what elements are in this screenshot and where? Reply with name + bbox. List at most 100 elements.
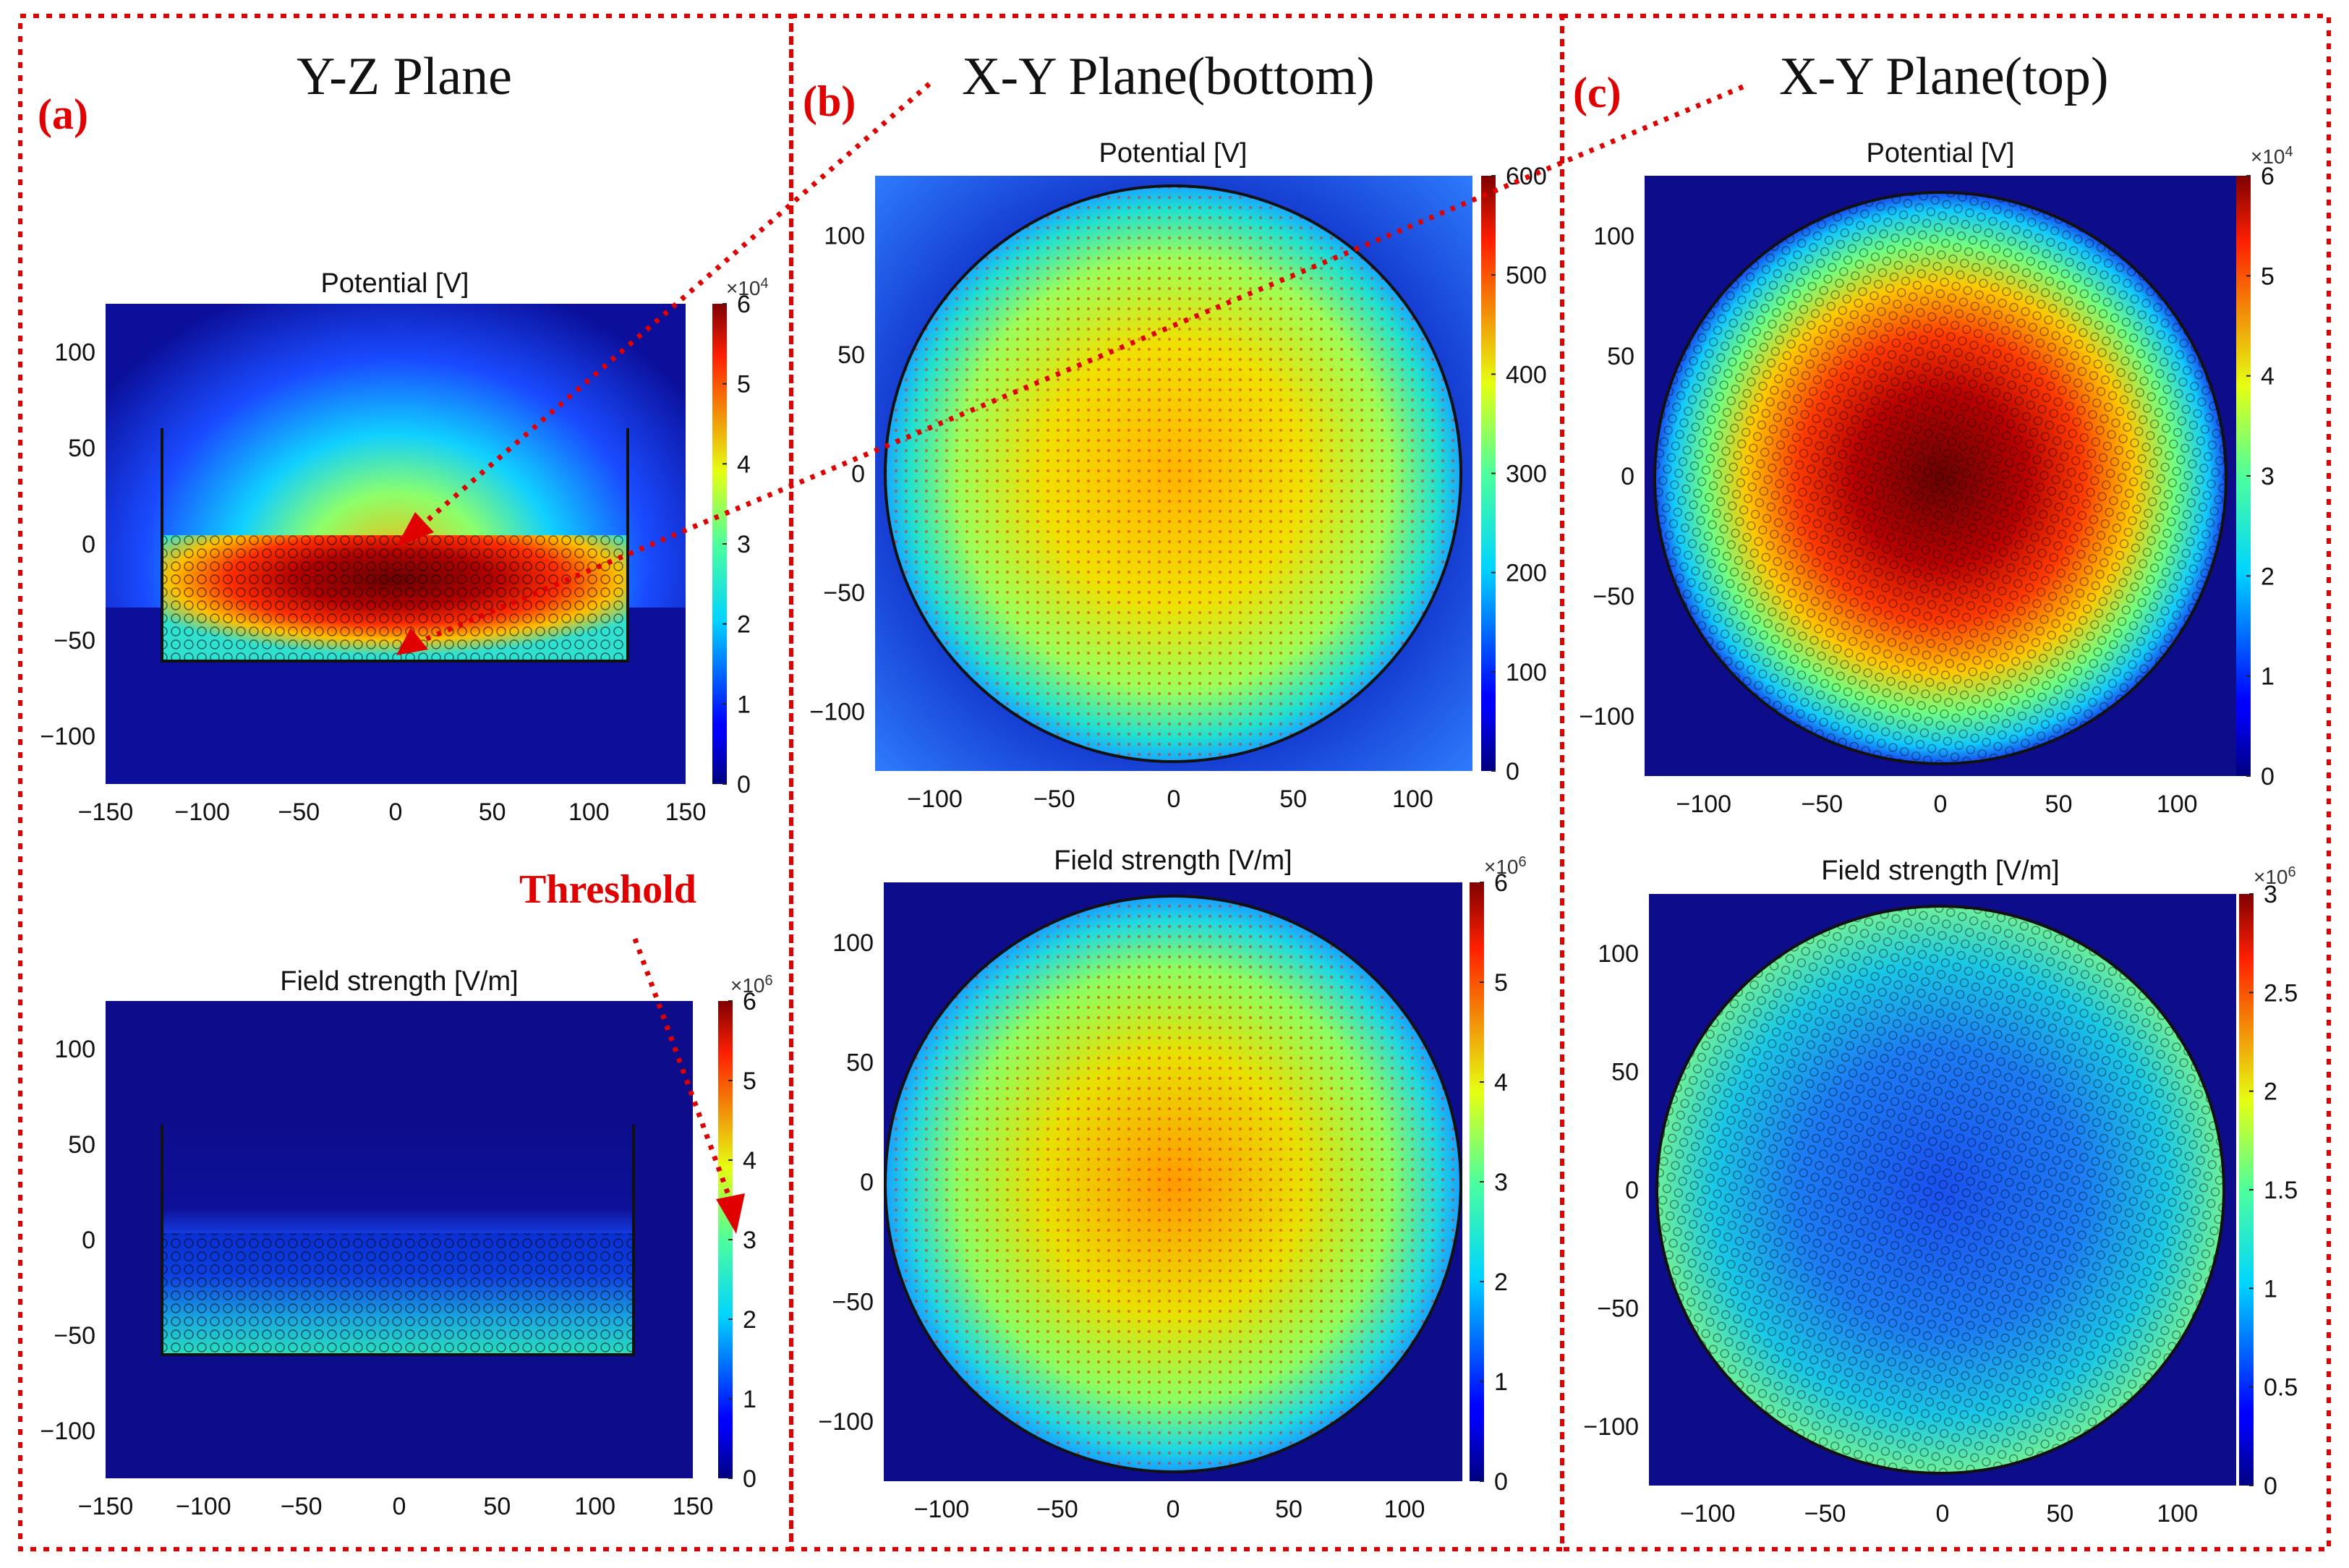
colorbar-tick-label: 0 [1506, 758, 1519, 785]
y-tick-label: −100 [818, 1408, 874, 1436]
panel-borders [18, 14, 2331, 1551]
plot-c-field-boundary [1655, 905, 2225, 1475]
colorbar-tick-label: 1 [737, 691, 751, 718]
plot-a-potential: Potential [V] −150 −100 −50 0 50 100 150 10050… [40, 268, 768, 826]
plot-b-potential-particles [885, 186, 1461, 762]
x-tick-label: −100 [176, 1493, 231, 1520]
x-tick-label: −150 [78, 1493, 134, 1520]
x-tick-label: 0 [1936, 1500, 1950, 1527]
colorbar-tick-label: 2.5 [2264, 979, 2298, 1007]
x-tick-label: 0 [389, 798, 403, 826]
colorbar-tick-label: 0 [2261, 763, 2275, 791]
colorbar-tick-label: 2 [2264, 1078, 2277, 1106]
plot-c-potential-x-ticks: −100 −50 0 50 100 [1676, 791, 2198, 818]
plot-c-potential-title: Potential [V] [1867, 138, 2015, 169]
plot-b-field: Field strength [V/m] −100 −50 0 50 100 10050… [818, 845, 1526, 1523]
colorbar-tick-label: 3 [2264, 881, 2277, 908]
plot-b-potential-title: Potential [V] [1099, 138, 1248, 169]
plot-a-field-x-ticks: −150 −100 −50 0 50 100 150 [78, 1493, 714, 1520]
plot-c-potential-colorbar [2236, 176, 2251, 776]
plot-b-field-colorbar-ticks: 0 1 2 3 4 5 6 [1480, 869, 1508, 1496]
colorbar-tick-label: 0.5 [2264, 1374, 2298, 1402]
plot-c-field-colorbar-ticks: 0 0.5 1 1.5 2 2.5 3 [2249, 881, 2298, 1500]
x-tick-label: −100 [174, 798, 230, 826]
colorbar-tick-label: 4 [1494, 1069, 1508, 1096]
plot-b-potential-y-ticks: 100 50 0 −50 −100 [809, 222, 865, 725]
x-tick-label: −50 [281, 1493, 323, 1520]
plot-b-potential-boundary [884, 184, 1462, 763]
plot-b-potential-x-ticks: −100 −50 0 50 100 [907, 785, 1433, 813]
y-tick-label: 50 [68, 1131, 95, 1159]
y-tick-label: 50 [68, 435, 95, 462]
colorbar-tick-label: 6 [737, 291, 751, 318]
colorbar-tick-label: 0 [2264, 1473, 2277, 1500]
x-tick-label: −50 [278, 798, 320, 826]
plot-a-field-colorbar [718, 1001, 733, 1478]
plot-c-potential-boundary [1653, 191, 2228, 765]
plot-a-field-colorbar-exponent: ×106 [730, 973, 773, 997]
y-tick-label: 0 [1621, 463, 1634, 490]
colorbar-tick-label: 5 [1494, 969, 1508, 997]
y-tick-label: 100 [832, 929, 874, 957]
y-tick-label: 50 [846, 1049, 874, 1076]
plot-c-potential: Potential [V] −100 −50 0 50 100 100500−50−10… [1579, 138, 2293, 818]
y-tick-label: −50 [1597, 1295, 1639, 1323]
plot-c-potential-particles [1655, 192, 2226, 764]
colorbar-tick-label: 3 [2261, 463, 2275, 490]
y-tick-label: −100 [40, 1418, 95, 1445]
plot-c-potential-y-ticks: 100 50 0 −50 −100 [1579, 223, 1634, 730]
x-tick-label: 0 [1167, 785, 1181, 813]
x-tick-label: 0 [1167, 1496, 1180, 1523]
plot-c-field-colorbar-exponent: ×106 [2254, 864, 2296, 888]
y-tick-label: 100 [824, 222, 865, 250]
plot-a-potential-colorbar-exponent: ×104 [726, 276, 769, 299]
colorbar-tick-label: 4 [737, 451, 751, 478]
x-tick-label: −100 [1680, 1500, 1736, 1527]
plot-c-field-x-ticks: −100 −50 0 50 100 [1680, 1500, 2198, 1527]
plot-b-field-x-ticks: −100 −50 0 50 100 [914, 1496, 1425, 1523]
colorbar-tick-label: 400 [1506, 361, 1547, 388]
x-tick-label: 50 [483, 1493, 511, 1520]
arrow-b-to-yz-top [423, 82, 932, 524]
x-tick-label: −50 [1802, 791, 1843, 818]
plot-a-potential-x-ticks: −150 −100 −50 0 50 100 150 [78, 798, 707, 826]
y-tick-label: −50 [54, 627, 95, 655]
plot-a-field-colorbar-ticks: 0 1 2 3 4 5 6 [728, 988, 756, 1493]
y-tick-label: −50 [823, 579, 865, 607]
colorbar-tick-label: 3 [743, 1227, 756, 1254]
plot-b-field-colorbar [1470, 882, 1484, 1481]
x-tick-label: −50 [1033, 785, 1075, 813]
x-tick-label: 150 [673, 1493, 714, 1520]
colorbar-tick-label: 300 [1506, 461, 1547, 488]
colorbar-tick-label: 6 [2261, 163, 2275, 190]
x-tick-label: 50 [2045, 791, 2073, 818]
x-tick-label: 50 [2046, 1500, 2073, 1527]
plot-a-potential-y-ticks: 100 50 0 −50 −100 [40, 338, 95, 750]
x-tick-label: −50 [1036, 1496, 1078, 1523]
plot-b-field-title: Field strength [V/m] [1054, 845, 1292, 876]
plot-c-field-particles [1657, 906, 2224, 1473]
colorbar-tick-label: 0 [743, 1465, 756, 1493]
y-tick-label: 100 [1593, 223, 1634, 250]
panel-b-title: X-Y Plane(bottom) [962, 47, 1375, 106]
y-tick-label: −50 [832, 1289, 874, 1316]
y-tick-label: 100 [54, 1036, 95, 1063]
arrow-threshold [632, 937, 733, 1202]
y-tick-label: −100 [809, 699, 865, 726]
colorbar-tick-label: 500 [1506, 262, 1547, 289]
colorbar-tick-label: 5 [743, 1068, 756, 1095]
x-tick-label: 50 [1275, 1496, 1303, 1523]
colorbar-tick-label: 6 [743, 988, 756, 1015]
y-tick-label: 50 [837, 341, 865, 369]
plot-a-field-above-bed [162, 1125, 634, 1237]
x-tick-label: 100 [1392, 785, 1433, 813]
arrow-head-1 [396, 512, 434, 547]
x-tick-label: −150 [78, 798, 134, 826]
annotation-arrows [423, 82, 1744, 1202]
x-tick-label: 0 [1934, 791, 1948, 818]
y-tick-label: 0 [1625, 1177, 1639, 1204]
panel-c-title: X-Y Plane(top) [1779, 47, 2109, 106]
plot-b-potential: Potential [V] −100 −50 0 50 100 100500−50−10… [809, 138, 1546, 813]
